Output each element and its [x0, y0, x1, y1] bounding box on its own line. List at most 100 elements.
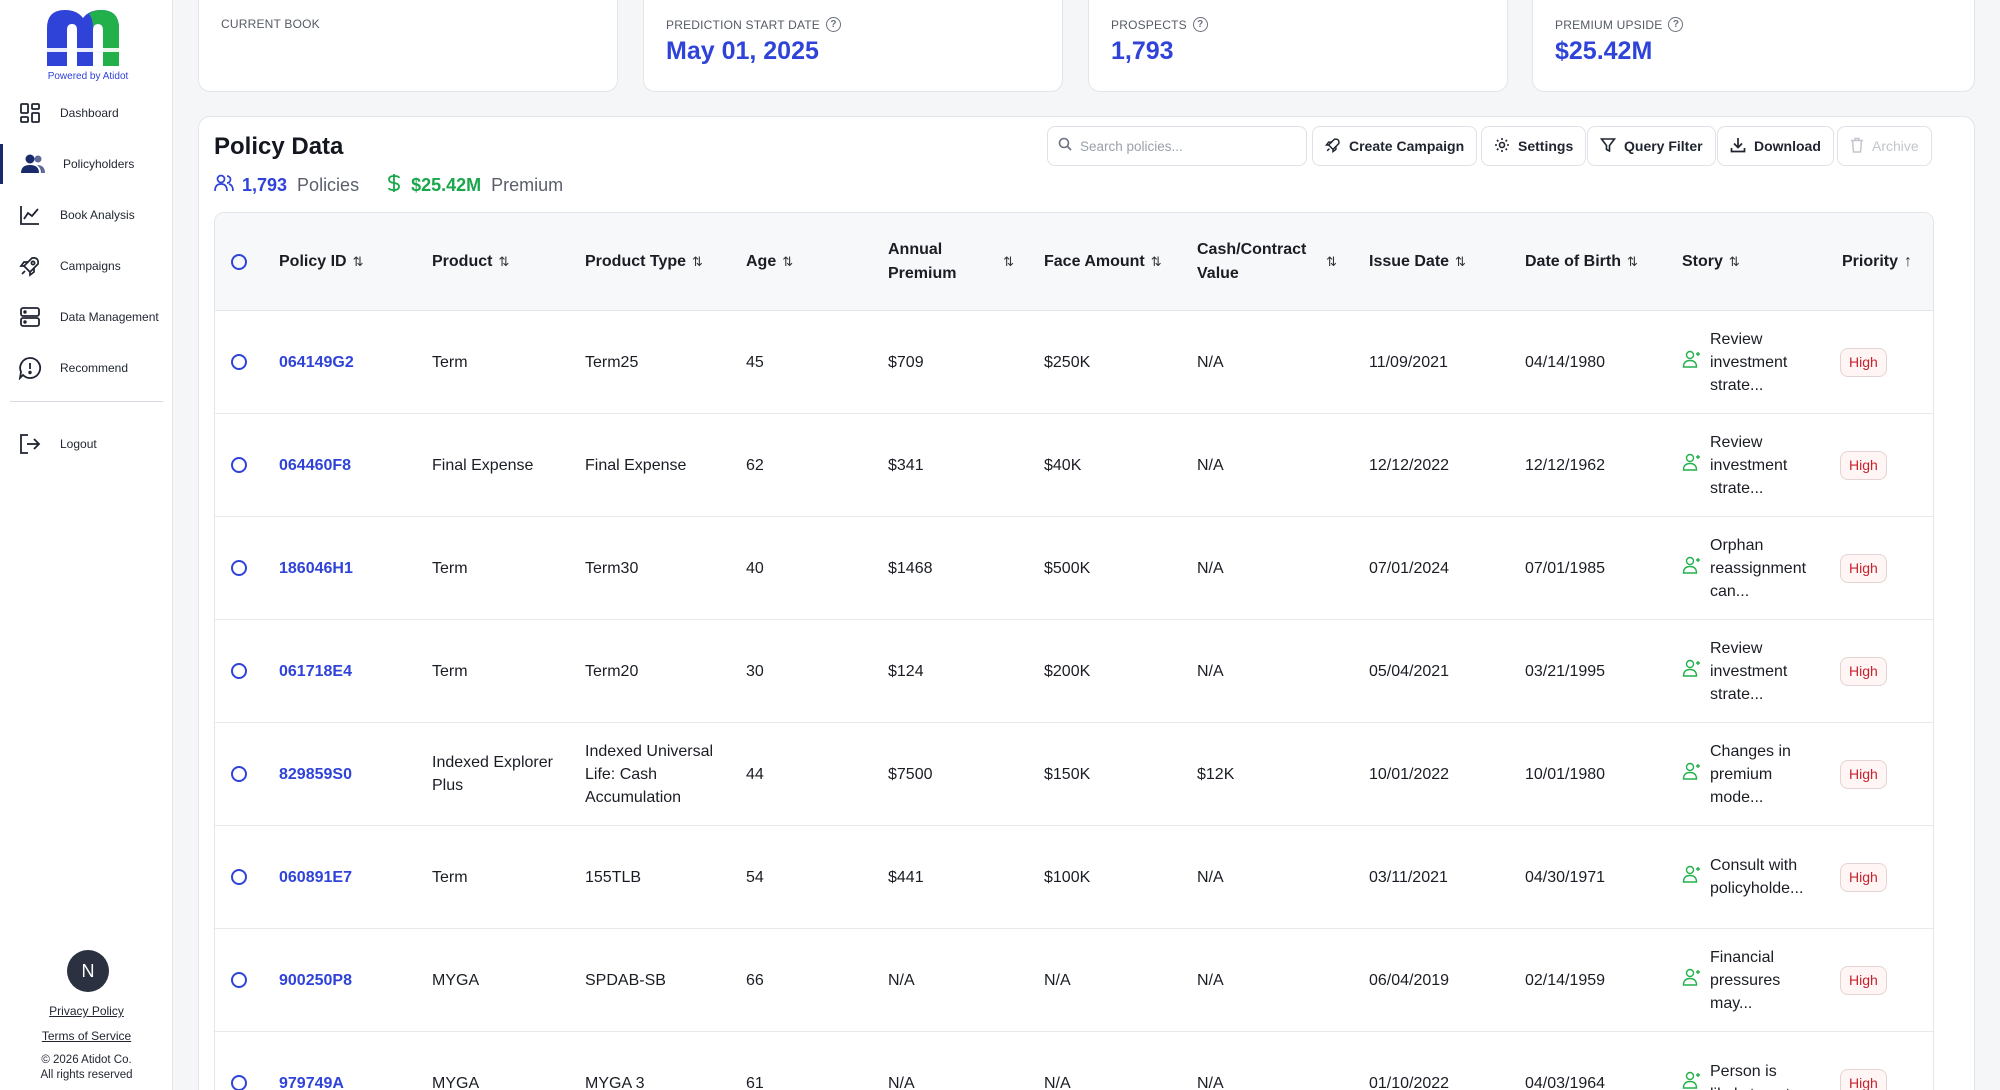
copyright-text: © 2026 Atidot Co. [41, 1054, 132, 1066]
product-type-cell: SPDAB-SB [585, 971, 666, 989]
priority-badge-cell: High [1840, 311, 1887, 413]
table-row[interactable]: 900250P8 MYGA SPDAB-SB 66 N/A N/A N/A 06… [215, 929, 1933, 1032]
table-row[interactable]: 061718E4 Term Term20 30 $124 $200K N/A 0… [215, 620, 1933, 723]
table-row[interactable]: 064460F8 Final Expense Final Expense 62 … [215, 414, 1933, 517]
help-icon[interactable]: ? [826, 17, 841, 32]
col-story[interactable]: Story ⇅ [1682, 253, 1740, 270]
product-type-cell: MYGA 3 [585, 1074, 645, 1090]
priority-badge-cell: High [1840, 414, 1887, 516]
col-age[interactable]: Age ⇅ [746, 253, 794, 270]
policy-id-link[interactable]: 064149G2 [279, 353, 354, 371]
row-select-radio[interactable] [231, 414, 247, 516]
policy-id-link[interactable]: 900250P8 [279, 971, 352, 989]
cash-value-cell: N/A [1197, 1074, 1224, 1090]
policy-id-link[interactable]: 186046H1 [279, 559, 353, 577]
policy-id-link[interactable]: 829859S0 [279, 765, 352, 783]
annual-premium-cell: $341 [888, 456, 924, 474]
col-cash-value[interactable]: Cash/Contract Value ⇅ [1197, 241, 1337, 282]
row-select-radio[interactable] [231, 929, 247, 1031]
age-cell: 61 [746, 1074, 764, 1090]
story-cell[interactable]: Review investment strate... [1682, 620, 1822, 722]
policy-id-link[interactable]: 064460F8 [279, 456, 352, 474]
settings-button[interactable]: Settings [1481, 126, 1587, 166]
col-product-type[interactable]: Product Type ⇅ [585, 253, 703, 270]
priority-badge: High [1840, 965, 1887, 995]
story-cell[interactable]: Person is likely to not... [1682, 1032, 1822, 1090]
nav-campaigns[interactable]: Campaigns [0, 246, 172, 286]
date-of-birth-cell: 04/03/1964 [1525, 1074, 1606, 1090]
priority-badge-cell: High [1840, 620, 1887, 722]
story-cell[interactable]: Orphan reassignment can... [1682, 517, 1822, 619]
download-button[interactable]: Download [1717, 126, 1834, 166]
policy-table: Policy ID ⇅ Product ⇅ Product Type ⇅ Age ⇅ A… [214, 212, 1934, 1090]
cash-value-cell: N/A [1197, 971, 1224, 989]
nav-policyholders[interactable]: Policyholders [0, 144, 172, 184]
policy-id-link[interactable]: 979749A [279, 1074, 344, 1090]
policy-id-link[interactable]: 060891E7 [279, 868, 352, 886]
row-select-radio[interactable] [231, 517, 247, 619]
policies-label: Policies [297, 175, 360, 195]
col-policy-id[interactable]: Policy ID ⇅ [279, 253, 364, 270]
col-annual-premium[interactable]: Annual Premium ⇅ [888, 241, 1014, 282]
row-select-radio[interactable] [231, 723, 247, 825]
user-avatar[interactable]: N [67, 950, 109, 992]
story-cell[interactable]: Financial pressures may... [1682, 929, 1822, 1031]
search-box[interactable] [1047, 126, 1307, 166]
face-amount-cell: $100K [1044, 868, 1091, 886]
gear-icon [1494, 137, 1510, 156]
search-input[interactable] [1080, 138, 1280, 154]
nav-data-management[interactable]: Data Management [0, 297, 172, 337]
age-cell: 44 [746, 765, 764, 783]
date-of-birth-cell: 04/14/1980 [1525, 353, 1606, 371]
sidebar: Powered by Atidot Dashboard Policyholder… [0, 0, 173, 1090]
table-row[interactable]: 829859S0 Indexed Explorer Plus Indexed U… [215, 723, 1933, 826]
priority-badge: High [1840, 553, 1887, 583]
help-icon[interactable]: ? [1192, 17, 1208, 32]
col-face-amount[interactable]: Face Amount ⇅ [1044, 253, 1162, 270]
story-cell[interactable]: Changes in premium mode... [1682, 723, 1822, 825]
cash-value-cell: N/A [1197, 456, 1224, 474]
select-all-radio[interactable] [231, 213, 247, 311]
nav-logout[interactable]: Logout [0, 424, 172, 464]
policy-data-panel: Policy Data 1,793 Policies $25.42M Premi… [198, 116, 1975, 1090]
col-date-of-birth[interactable]: Date of Birth ⇅ [1525, 253, 1638, 270]
story-cell[interactable]: Review investment strate... [1682, 414, 1822, 516]
col-priority[interactable]: Priority ↑ [1842, 253, 1913, 270]
age-cell: 54 [746, 868, 764, 886]
privacy-policy-link[interactable]: Privacy Policy [49, 1004, 124, 1018]
kpi-label: PREDICTION START DATE? [666, 17, 841, 32]
col-issue-date[interactable]: Issue Date ⇅ [1369, 253, 1466, 270]
priority-badge: High [1840, 862, 1887, 892]
table-row[interactable]: 060891E7 Term 155TLB 54 $441 $100K N/A 0… [215, 826, 1933, 929]
atidot-logo[interactable]: Powered by Atidot [38, 6, 138, 86]
row-select-radio[interactable] [231, 1032, 247, 1090]
col-product[interactable]: Product ⇅ [432, 253, 510, 270]
terms-of-service-link[interactable]: Terms of Service [41, 1029, 132, 1043]
issue-date-cell: 07/01/2024 [1369, 559, 1450, 577]
product-type-cell: 155TLB [585, 868, 642, 886]
nav-dashboard[interactable]: Dashboard [0, 93, 172, 133]
story-text: Review investment strate... [1710, 433, 1788, 497]
table-row[interactable]: 979749A MYGA MYGA 3 61 N/A N/A N/A 01/10… [215, 1032, 1933, 1090]
sort-icon: ⇅ [1003, 254, 1014, 269]
story-cell[interactable]: Consult with policyholde... [1682, 826, 1822, 928]
row-select-radio[interactable] [231, 311, 247, 413]
story-cell[interactable]: Review investment strate... [1682, 311, 1822, 413]
row-select-radio[interactable] [231, 620, 247, 722]
create-campaign-button[interactable]: Create Campaign [1312, 126, 1478, 166]
row-select-radio[interactable] [231, 826, 247, 928]
story-text: Person is likely to not... [1710, 1063, 1803, 1090]
query-filter-button[interactable]: Query Filter [1587, 126, 1716, 166]
archive-button[interactable]: Archive [1837, 126, 1932, 166]
nav-recommend[interactable]: Recommend [0, 348, 172, 388]
product-cell: Term [432, 353, 468, 371]
nav-book-analysis[interactable]: Book Analysis [0, 195, 172, 235]
table-row[interactable]: 186046H1 Term Term30 40 $1468 $500K N/A … [215, 517, 1933, 620]
table-row[interactable]: 064149G2 Term Term25 45 $709 $250K N/A 1… [215, 311, 1933, 414]
policy-id-link[interactable]: 061718E4 [279, 662, 352, 680]
kpi-value: $25.42M [1555, 37, 1653, 65]
product-cell: Final Expense [432, 456, 534, 474]
dollar-icon [387, 173, 401, 198]
help-icon[interactable]: ? [1668, 17, 1684, 32]
nav-divider [10, 401, 163, 402]
